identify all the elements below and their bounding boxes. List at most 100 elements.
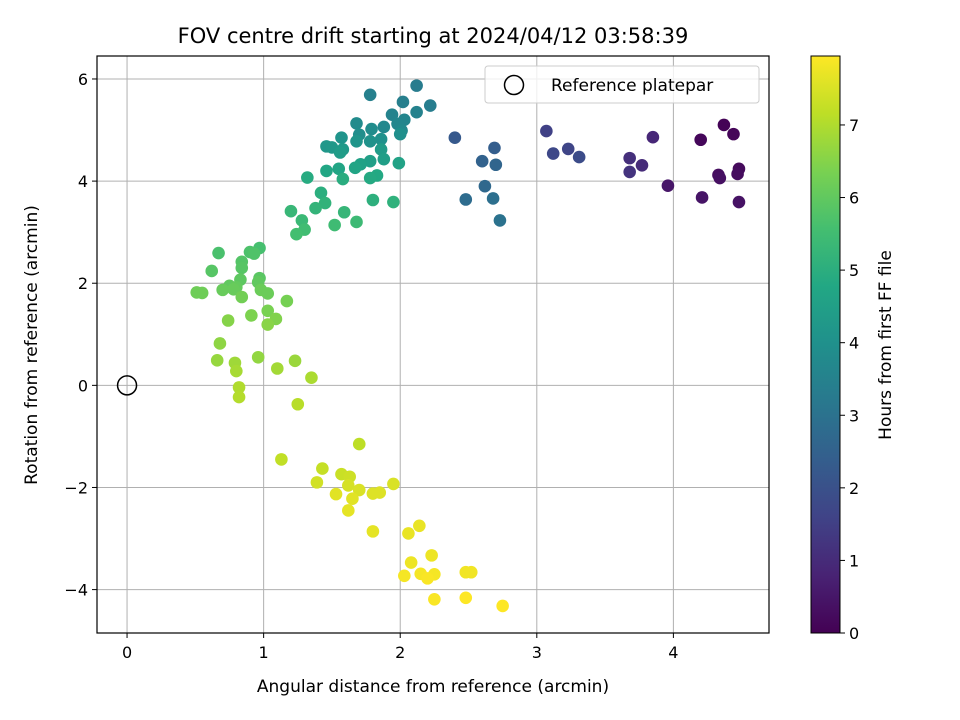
data-point (275, 453, 288, 466)
data-point (727, 127, 740, 141)
data-point (235, 261, 249, 275)
data-point (377, 120, 391, 134)
legend-box (484, 65, 760, 104)
data-point (301, 171, 314, 184)
colorbar-tick-label: 4 (849, 334, 859, 353)
data-point (635, 158, 649, 172)
colorbar-label: Hours from first FF file (876, 250, 896, 440)
data-point (478, 179, 492, 193)
data-point (310, 476, 324, 489)
data-point (337, 205, 351, 219)
colorbar-tick-label: 3 (849, 406, 859, 425)
data-point (346, 492, 359, 506)
data-point (646, 130, 660, 144)
data-point (459, 591, 473, 605)
colorbar-tick-label: 0 (849, 624, 859, 643)
data-point (232, 390, 246, 404)
colorbar-tick-label: 2 (849, 479, 859, 498)
plot-frame (96, 55, 770, 634)
scatter-points (190, 79, 746, 613)
data-point (366, 193, 380, 207)
data-point (352, 483, 366, 497)
data-point (212, 246, 225, 260)
data-point (731, 167, 744, 181)
y-tick-label: 4 (78, 172, 88, 191)
data-point (227, 283, 240, 296)
data-point (459, 193, 473, 206)
data-point (352, 437, 366, 451)
x-tick-label: 1 (259, 643, 269, 662)
y-tick-label: −4 (64, 581, 88, 600)
data-point (335, 131, 348, 144)
data-point (425, 549, 438, 562)
reference-marker-layer (116, 375, 138, 396)
y-tick-label: 0 (78, 376, 88, 395)
data-point (336, 172, 350, 186)
legend: Reference platepar (484, 65, 760, 104)
data-point (305, 371, 318, 384)
data-point (464, 565, 478, 579)
data-point (350, 117, 363, 130)
data-point (290, 227, 303, 241)
data-point (221, 314, 235, 327)
data-point (404, 556, 418, 569)
data-point (661, 179, 675, 192)
data-point (623, 151, 636, 165)
data-point (377, 152, 391, 166)
data-point (195, 286, 209, 300)
data-point (540, 124, 553, 138)
colorbar-tick-label: 6 (849, 189, 859, 208)
data-point (363, 134, 377, 148)
data-point (216, 283, 229, 297)
data-point (348, 161, 362, 175)
data-point (396, 95, 410, 109)
data-point (232, 381, 246, 394)
data-point (374, 143, 388, 156)
data-point (213, 337, 227, 350)
data-point (342, 504, 355, 517)
data-point (291, 397, 305, 411)
y-tick-label: −2 (64, 478, 88, 497)
data-point (314, 186, 328, 200)
x-axis-label: Angular distance from reference (arcmin) (257, 677, 609, 697)
data-point (333, 146, 347, 159)
data-point (496, 599, 509, 613)
legend-label: Reference platepar (551, 76, 713, 96)
data-point (475, 154, 489, 168)
data-point (546, 147, 560, 160)
data-point (342, 479, 355, 492)
y-axis-label: Rotation from reference (arcmin) (22, 205, 42, 485)
data-point (410, 79, 423, 92)
chart-title: FOV centre drift starting at 2024/04/12 … (178, 24, 689, 48)
data-point (713, 171, 727, 185)
colorbar-tick-label: 5 (849, 261, 859, 280)
data-point (398, 569, 411, 583)
data-point (488, 141, 501, 155)
data-point (413, 519, 426, 533)
data-point (329, 487, 343, 501)
data-point (365, 122, 378, 136)
data-point (363, 154, 377, 168)
data-point (316, 462, 329, 475)
data-point (288, 354, 302, 368)
data-point (320, 164, 333, 178)
data-point (448, 131, 462, 144)
data-point (261, 304, 275, 318)
data-point (694, 133, 708, 147)
legend-marker-icon (503, 74, 525, 96)
data-point (363, 88, 377, 102)
data-point (328, 218, 341, 232)
reference-platepar-marker (116, 375, 138, 396)
data-point (732, 195, 746, 209)
data-point (284, 204, 298, 218)
data-point (486, 192, 500, 205)
data-point (489, 158, 503, 172)
data-point (309, 201, 322, 215)
data-point (261, 318, 275, 331)
data-point (235, 290, 249, 304)
data-point (493, 214, 507, 227)
data-point (421, 572, 434, 585)
data-point (561, 142, 575, 156)
